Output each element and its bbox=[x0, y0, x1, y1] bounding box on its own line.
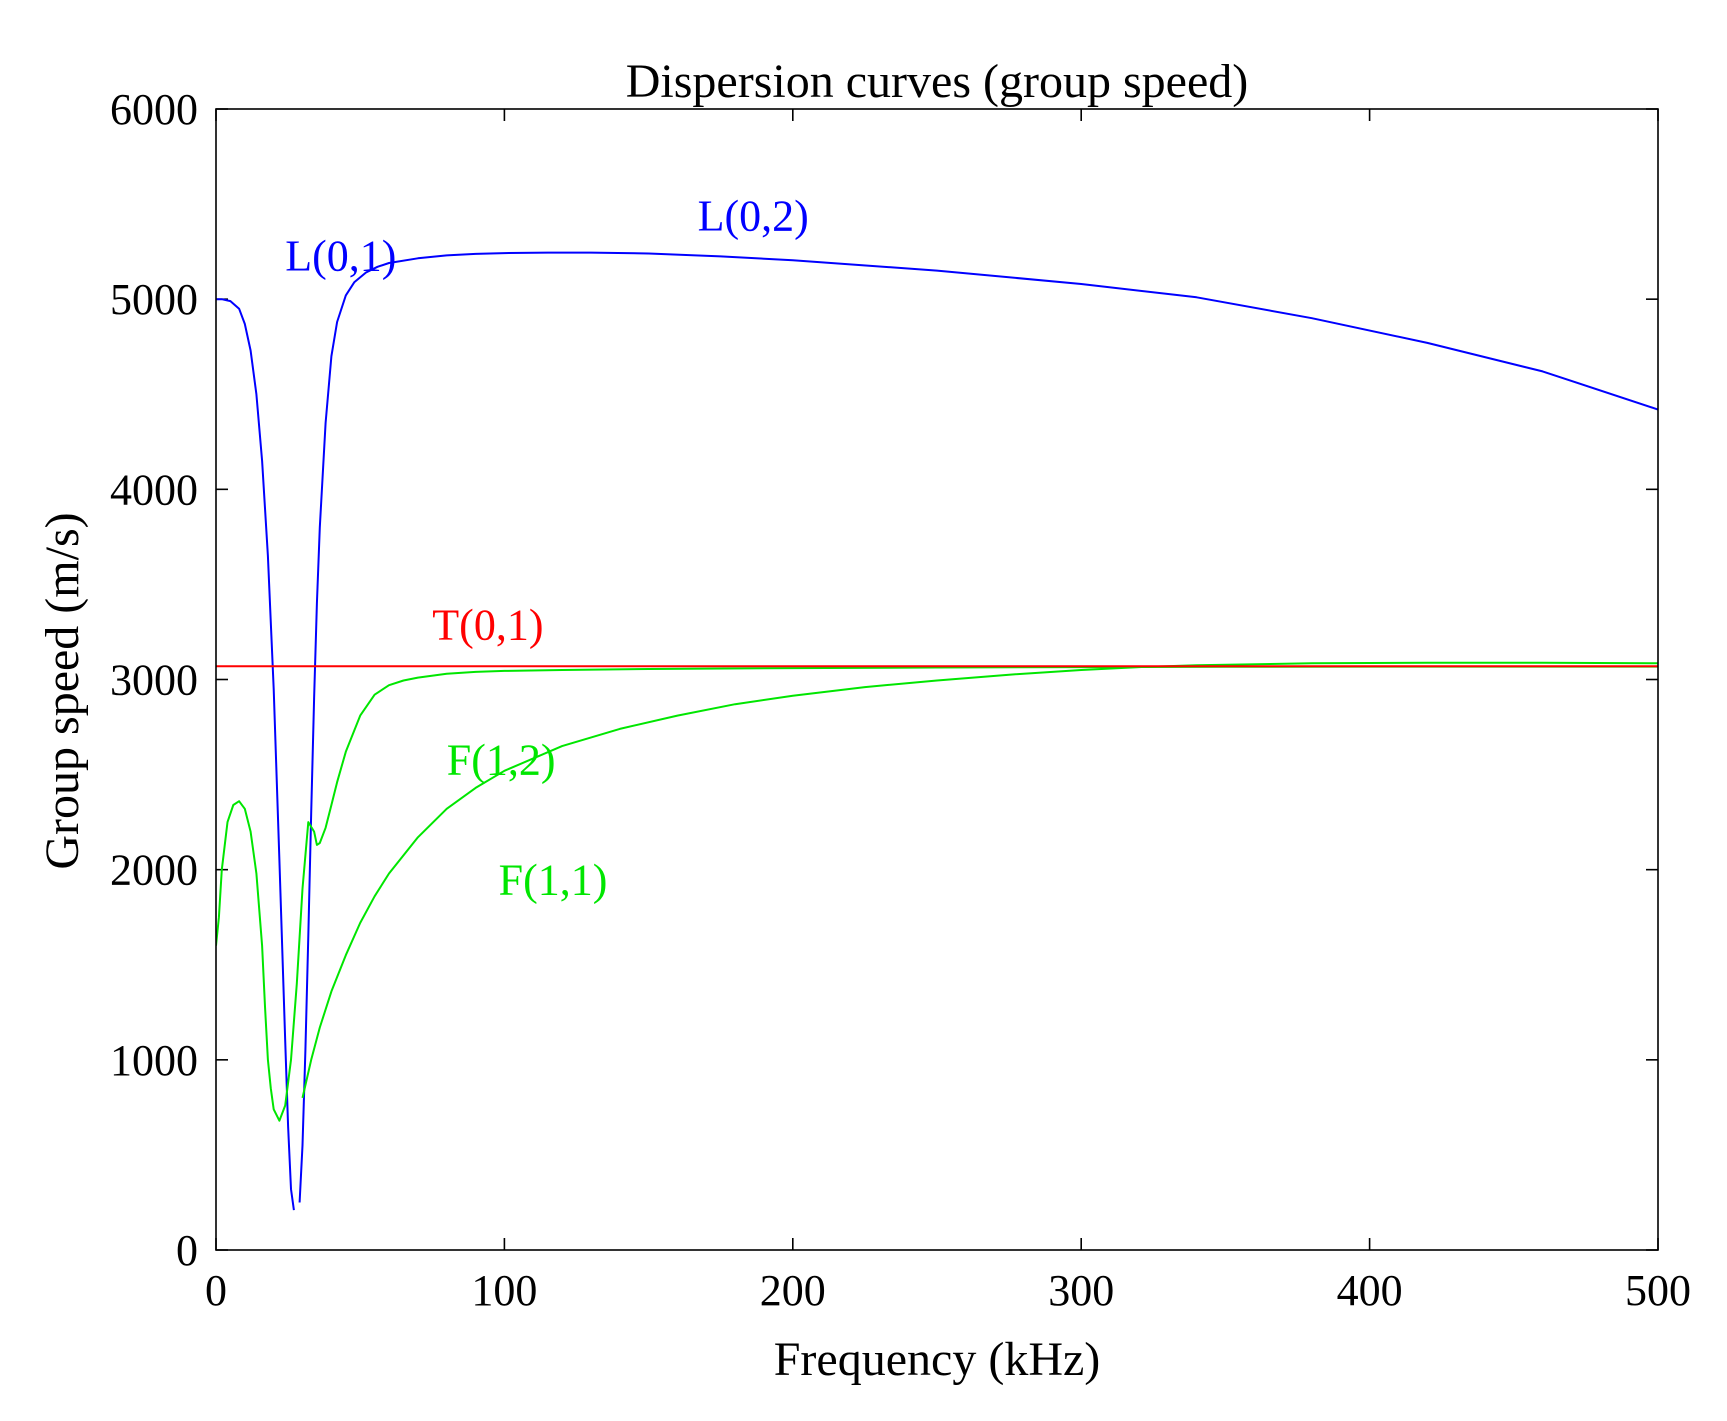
y-tick-label: 1000 bbox=[110, 1036, 198, 1085]
y-tick-label: 6000 bbox=[110, 85, 198, 134]
curve-labels: L(0,1) L(0,2) T(0,1) F(1,2) F(1,1) bbox=[285, 192, 809, 905]
series-lines bbox=[216, 251, 1658, 1211]
curve-label-f-1-1: F(1,1) bbox=[499, 855, 608, 904]
series-line-l-0-2 bbox=[298, 251, 1658, 1203]
series-line-f-1-2 bbox=[216, 665, 1658, 1122]
curve-label-f-1-2: F(1,2) bbox=[447, 736, 556, 785]
x-tick-label: 200 bbox=[760, 1266, 826, 1315]
x-tick-label: 300 bbox=[1048, 1266, 1114, 1315]
y-tick-label: 5000 bbox=[110, 275, 198, 324]
x-tick-label: 500 bbox=[1625, 1266, 1691, 1315]
plot-frame bbox=[215, 108, 1659, 1251]
y-tick-label: 4000 bbox=[110, 465, 198, 514]
x-tick-label: 400 bbox=[1337, 1266, 1403, 1315]
y-tick-label: 3000 bbox=[110, 656, 198, 705]
y-tick-label: 0 bbox=[176, 1226, 198, 1275]
x-axis-title: Frequency (kHz) bbox=[774, 1333, 1101, 1386]
y-axis-title: Group speed (m/s) bbox=[36, 512, 89, 869]
chart-title: Dispersion curves (group speed) bbox=[626, 55, 1249, 108]
curve-label-l-0-1: L(0,1) bbox=[285, 232, 396, 281]
x-tick-label: 100 bbox=[471, 1266, 537, 1315]
curve-label-t-0-1: T(0,1) bbox=[432, 601, 543, 650]
x-tick-label: 0 bbox=[205, 1266, 227, 1315]
axis-ticks: 0 100 200 300 400 500010002000300040005000600… bbox=[110, 85, 1691, 1315]
y-tick-label: 2000 bbox=[110, 846, 198, 895]
curve-label-l-0-2: L(0,2) bbox=[698, 192, 809, 241]
